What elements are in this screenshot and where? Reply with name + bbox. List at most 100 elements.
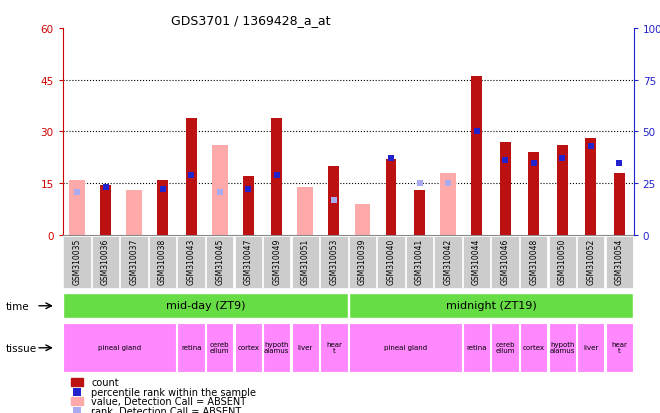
Text: value, Detection Call = ABSENT: value, Detection Call = ABSENT	[91, 396, 246, 406]
Text: cortex: cortex	[237, 344, 259, 350]
Bar	[243, 177, 253, 235]
Text: cereb
ellum: cereb ellum	[210, 341, 230, 353]
Text: GSM310037: GSM310037	[129, 238, 139, 285]
Text: cortex: cortex	[523, 344, 544, 350]
Text: GSM310044: GSM310044	[472, 238, 481, 285]
Text: GSM310049: GSM310049	[273, 238, 281, 285]
Bar	[548, 237, 576, 288]
Bar	[298, 187, 314, 235]
Text: percentile rank within the sample: percentile rank within the sample	[91, 387, 256, 397]
Bar	[234, 237, 262, 288]
Bar	[292, 237, 319, 288]
Bar	[178, 324, 205, 372]
Text: retina: retina	[181, 344, 201, 350]
Bar	[92, 237, 119, 288]
Bar	[185, 119, 197, 235]
Bar	[354, 204, 370, 235]
Text: mid-day (ZT9): mid-day (ZT9)	[166, 301, 245, 311]
Text: GSM310042: GSM310042	[444, 238, 453, 284]
Text: GSM310041: GSM310041	[415, 238, 424, 284]
Text: GSM310051: GSM310051	[301, 238, 310, 284]
Text: count: count	[91, 377, 119, 387]
Text: GSM310052: GSM310052	[586, 238, 595, 284]
Text: cereb
ellum: cereb ellum	[496, 341, 515, 353]
Text: tissue: tissue	[5, 343, 36, 353]
Bar	[520, 237, 547, 288]
Bar	[520, 324, 547, 372]
Text: pineal gland: pineal gland	[98, 344, 141, 350]
Text: GSM310039: GSM310039	[358, 238, 367, 285]
Bar	[378, 237, 405, 288]
Bar	[263, 237, 290, 288]
Bar	[348, 237, 376, 288]
Bar	[234, 324, 262, 372]
Bar	[320, 237, 348, 288]
Text: hear
t: hear t	[326, 341, 342, 353]
Text: GDS3701 / 1369428_a_at: GDS3701 / 1369428_a_at	[171, 14, 331, 27]
Bar	[528, 153, 539, 235]
Bar	[71, 378, 82, 386]
Bar	[606, 237, 633, 288]
Bar	[434, 237, 462, 288]
Text: midnight (ZT19): midnight (ZT19)	[446, 301, 536, 311]
Bar	[348, 293, 633, 319]
Bar	[329, 166, 339, 235]
Bar	[63, 237, 90, 288]
Text: time: time	[5, 301, 29, 311]
Text: liver: liver	[298, 344, 313, 350]
Bar	[500, 142, 511, 235]
Bar	[406, 237, 433, 288]
Bar	[157, 180, 168, 235]
Bar	[71, 396, 82, 405]
Text: liver: liver	[583, 344, 599, 350]
Text: GSM310048: GSM310048	[529, 238, 538, 284]
Text: GSM310035: GSM310035	[73, 238, 81, 285]
Text: pineal gland: pineal gland	[383, 344, 427, 350]
Text: GSM310043: GSM310043	[187, 238, 195, 285]
Bar	[440, 173, 456, 235]
Text: retina: retina	[467, 344, 487, 350]
Text: GSM310045: GSM310045	[215, 238, 224, 285]
Bar	[120, 237, 148, 288]
Bar	[614, 173, 625, 235]
Text: GSM310053: GSM310053	[329, 238, 339, 285]
Bar	[263, 324, 290, 372]
Bar	[126, 191, 142, 235]
Bar	[414, 191, 425, 235]
Bar	[577, 237, 605, 288]
Bar	[463, 324, 490, 372]
Text: GSM310038: GSM310038	[158, 238, 167, 284]
Bar	[206, 324, 234, 372]
Text: hear
t: hear t	[611, 341, 627, 353]
Bar	[385, 160, 397, 235]
Bar	[348, 324, 462, 372]
Bar	[548, 324, 576, 372]
Bar	[69, 180, 85, 235]
Bar	[557, 146, 568, 235]
Bar	[492, 237, 519, 288]
Text: GSM310040: GSM310040	[387, 238, 395, 285]
Bar	[292, 324, 319, 372]
Bar	[63, 324, 176, 372]
Text: GSM310054: GSM310054	[615, 238, 624, 285]
Text: hypoth
alamus: hypoth alamus	[264, 341, 290, 353]
Text: hypoth
alamus: hypoth alamus	[550, 341, 575, 353]
Text: GSM310046: GSM310046	[501, 238, 510, 285]
Bar	[178, 237, 205, 288]
Bar	[100, 185, 111, 235]
Bar	[212, 146, 228, 235]
Text: GSM310047: GSM310047	[244, 238, 253, 285]
Text: GSM310050: GSM310050	[558, 238, 567, 285]
Bar	[471, 77, 482, 235]
Text: rank, Detection Call = ABSENT: rank, Detection Call = ABSENT	[91, 406, 242, 413]
Bar	[463, 237, 490, 288]
Bar	[492, 324, 519, 372]
Bar	[206, 237, 234, 288]
Bar	[320, 324, 348, 372]
Bar	[585, 139, 596, 235]
Bar	[271, 119, 282, 235]
Bar	[63, 293, 348, 319]
Bar	[577, 324, 605, 372]
Bar	[606, 324, 633, 372]
Bar	[149, 237, 176, 288]
